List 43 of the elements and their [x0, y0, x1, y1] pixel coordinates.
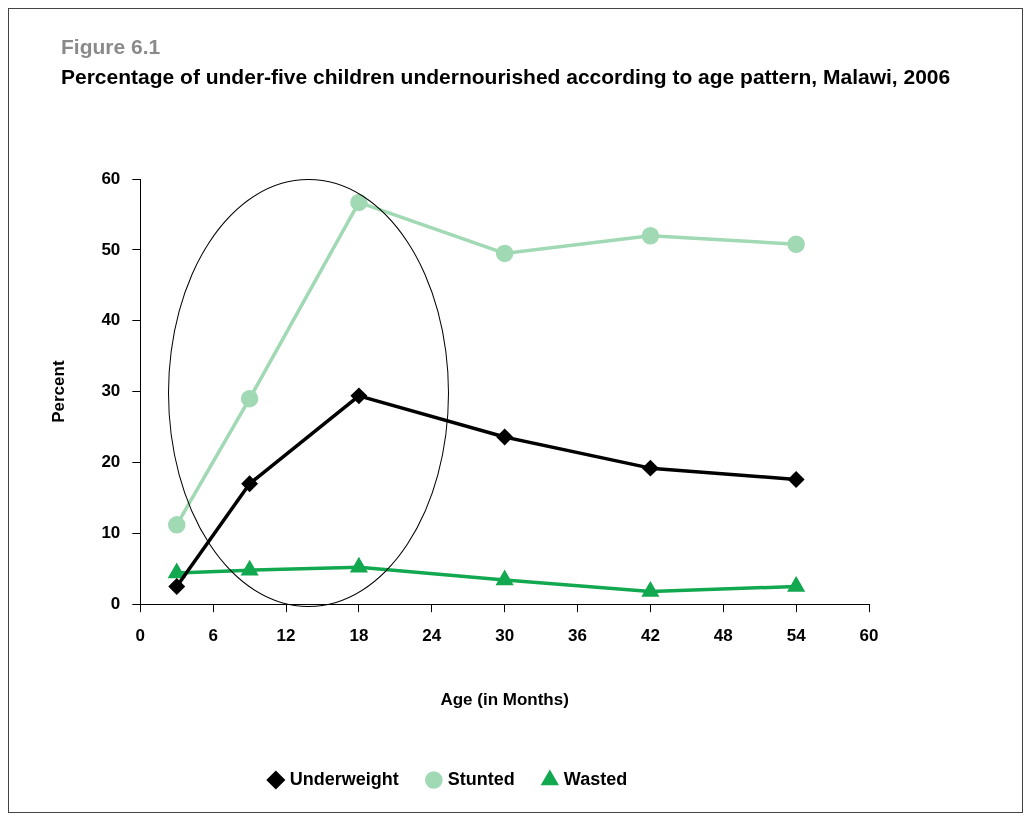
- point: [787, 235, 805, 253]
- point: [642, 460, 659, 476]
- point: [641, 226, 660, 245]
- point: [642, 582, 659, 597]
- chart-title: Percentage of under-five children undernourished according to age pattern, Malawi, 2006: [61, 65, 951, 89]
- y-tick-label: 0: [110, 593, 121, 613]
- legend-label: Underweight: [289, 768, 399, 789]
- x-tick-label: 54: [786, 626, 807, 646]
- y-tick-label: 30: [101, 381, 121, 401]
- point: [496, 571, 513, 586]
- x-tick-label: 30: [495, 626, 515, 646]
- point: [168, 578, 185, 595]
- x-tick-label: 42: [640, 626, 660, 646]
- chart-subtitle: Figure 6.1: [61, 35, 161, 59]
- x-tick-label: 6: [208, 626, 218, 646]
- x-tick-label: 18: [349, 626, 369, 646]
- point: [350, 556, 368, 573]
- point: [788, 471, 804, 488]
- y-axis-title: Percent: [48, 360, 68, 423]
- point: [168, 564, 185, 579]
- point: [241, 561, 258, 576]
- y-tick-label: 20: [101, 452, 121, 472]
- legend-label: Stunted: [447, 768, 515, 789]
- legend-label: Wasted: [563, 768, 628, 789]
- y-tick-label: 50: [101, 239, 121, 259]
- y-tick-label: 10: [101, 523, 121, 543]
- point: [350, 193, 368, 212]
- point: [495, 244, 514, 263]
- x-tick-label: 24: [422, 626, 442, 646]
- x-tick-label: 48: [713, 626, 733, 646]
- point: [788, 577, 804, 592]
- x-tick-label: 12: [276, 626, 296, 646]
- x-tick-label: 0: [135, 626, 146, 646]
- y-tick-label: 40: [101, 310, 121, 330]
- y-tick-label: 60: [101, 168, 121, 188]
- point: [240, 389, 259, 408]
- x-tick-label: 60: [859, 626, 879, 646]
- point: [496, 429, 513, 445]
- point: [167, 516, 186, 534]
- x-axis-title: Age (in Months): [440, 690, 569, 710]
- point: [351, 388, 367, 404]
- point: [241, 475, 258, 492]
- x-tick-label: 36: [568, 626, 587, 646]
